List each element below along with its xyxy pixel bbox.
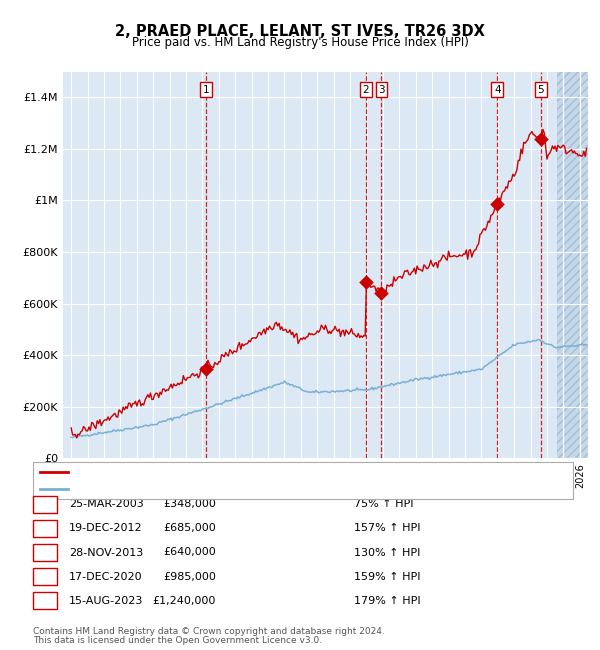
Point bbox=[361, 276, 371, 287]
Text: 75% ↑ HPI: 75% ↑ HPI bbox=[354, 499, 413, 510]
Text: £640,000: £640,000 bbox=[163, 547, 216, 558]
Text: 19-DEC-2012: 19-DEC-2012 bbox=[69, 523, 143, 534]
Text: 3: 3 bbox=[378, 84, 385, 94]
Text: 157% ↑ HPI: 157% ↑ HPI bbox=[354, 523, 421, 534]
Text: 17-DEC-2020: 17-DEC-2020 bbox=[69, 571, 143, 582]
Point bbox=[536, 133, 545, 144]
Text: 2, PRAED PLACE, LELANT, ST IVES, TR26 3DX (detached house): 2, PRAED PLACE, LELANT, ST IVES, TR26 3D… bbox=[72, 467, 401, 476]
Text: 130% ↑ HPI: 130% ↑ HPI bbox=[354, 547, 421, 558]
Text: 179% ↑ HPI: 179% ↑ HPI bbox=[354, 595, 421, 606]
Text: 2: 2 bbox=[363, 84, 370, 94]
Text: 1: 1 bbox=[41, 499, 49, 510]
Text: 3: 3 bbox=[41, 547, 49, 558]
Text: 15-AUG-2023: 15-AUG-2023 bbox=[69, 595, 143, 606]
Text: £685,000: £685,000 bbox=[163, 523, 216, 534]
Text: 2: 2 bbox=[41, 523, 49, 534]
Text: 4: 4 bbox=[41, 571, 49, 582]
Text: £985,000: £985,000 bbox=[163, 571, 216, 582]
Text: £1,240,000: £1,240,000 bbox=[152, 595, 216, 606]
Text: This data is licensed under the Open Government Licence v3.0.: This data is licensed under the Open Gov… bbox=[33, 636, 322, 645]
Text: 4: 4 bbox=[494, 84, 500, 94]
Text: 159% ↑ HPI: 159% ↑ HPI bbox=[354, 571, 421, 582]
Text: 2, PRAED PLACE, LELANT, ST IVES, TR26 3DX: 2, PRAED PLACE, LELANT, ST IVES, TR26 3D… bbox=[115, 24, 485, 39]
Text: Price paid vs. HM Land Registry's House Price Index (HPI): Price paid vs. HM Land Registry's House … bbox=[131, 36, 469, 49]
Point bbox=[493, 199, 502, 209]
Text: £348,000: £348,000 bbox=[163, 499, 216, 510]
Text: HPI: Average price, detached house, Cornwall: HPI: Average price, detached house, Corn… bbox=[72, 484, 310, 494]
Point bbox=[202, 363, 211, 374]
Text: 1: 1 bbox=[203, 84, 209, 94]
Point bbox=[377, 288, 386, 298]
Text: 5: 5 bbox=[538, 84, 544, 94]
Text: 25-MAR-2003: 25-MAR-2003 bbox=[69, 499, 144, 510]
Text: 5: 5 bbox=[41, 595, 49, 606]
Text: 28-NOV-2013: 28-NOV-2013 bbox=[69, 547, 143, 558]
Text: Contains HM Land Registry data © Crown copyright and database right 2024.: Contains HM Land Registry data © Crown c… bbox=[33, 627, 385, 636]
